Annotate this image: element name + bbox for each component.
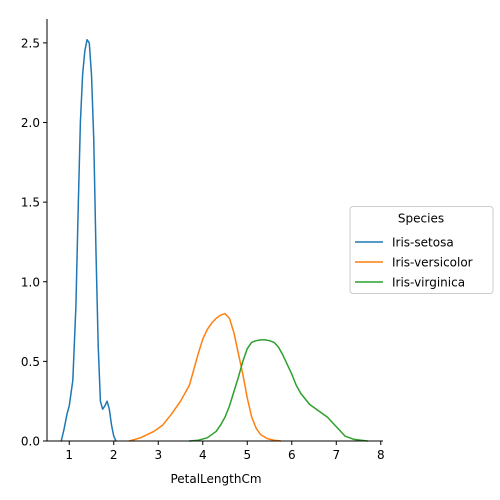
series-line-iris-versicolor bbox=[128, 312, 282, 442]
y-tick-label: 1.0 bbox=[21, 275, 40, 289]
y-tick-label: 0.0 bbox=[21, 435, 40, 449]
x-tick-label: 6 bbox=[288, 448, 296, 462]
legend-frame bbox=[349, 206, 494, 294]
x-tick-label: 7 bbox=[332, 448, 340, 462]
y-axis: 0.0 0.5 1.0 1.5 2.0 2.5 bbox=[21, 19, 48, 449]
series-line-iris-setosa bbox=[60, 38, 117, 442]
y-tick-label: 2.5 bbox=[21, 36, 40, 50]
y-tick-label: 2.0 bbox=[21, 116, 40, 130]
x-tick-label: 1 bbox=[65, 448, 73, 462]
x-tick-label: 8 bbox=[377, 448, 385, 462]
x-axis: 1 2 3 4 5 6 7 8 bbox=[47, 440, 385, 462]
plot-area bbox=[60, 38, 369, 442]
legend-title: Species bbox=[398, 212, 444, 226]
legend-label-iris-setosa: Iris-setosa bbox=[392, 236, 454, 250]
legend-label-iris-virginica: Iris-virginica bbox=[392, 276, 465, 290]
series-line-iris-virginica bbox=[188, 339, 369, 442]
x-tick-label: 3 bbox=[154, 448, 162, 462]
x-tick-label: 4 bbox=[199, 448, 207, 462]
x-tick-label: 5 bbox=[243, 448, 251, 462]
x-axis-label: PetalLengthCm bbox=[170, 472, 261, 486]
y-tick-label: 0.5 bbox=[21, 355, 40, 369]
x-tick-label: 2 bbox=[110, 448, 118, 462]
legend-label-iris-versicolor: Iris-versicolor bbox=[392, 256, 473, 270]
legend: Species Iris-setosa Iris-versicolor Iris-v… bbox=[349, 206, 494, 294]
y-tick-label: 1.5 bbox=[21, 196, 40, 210]
